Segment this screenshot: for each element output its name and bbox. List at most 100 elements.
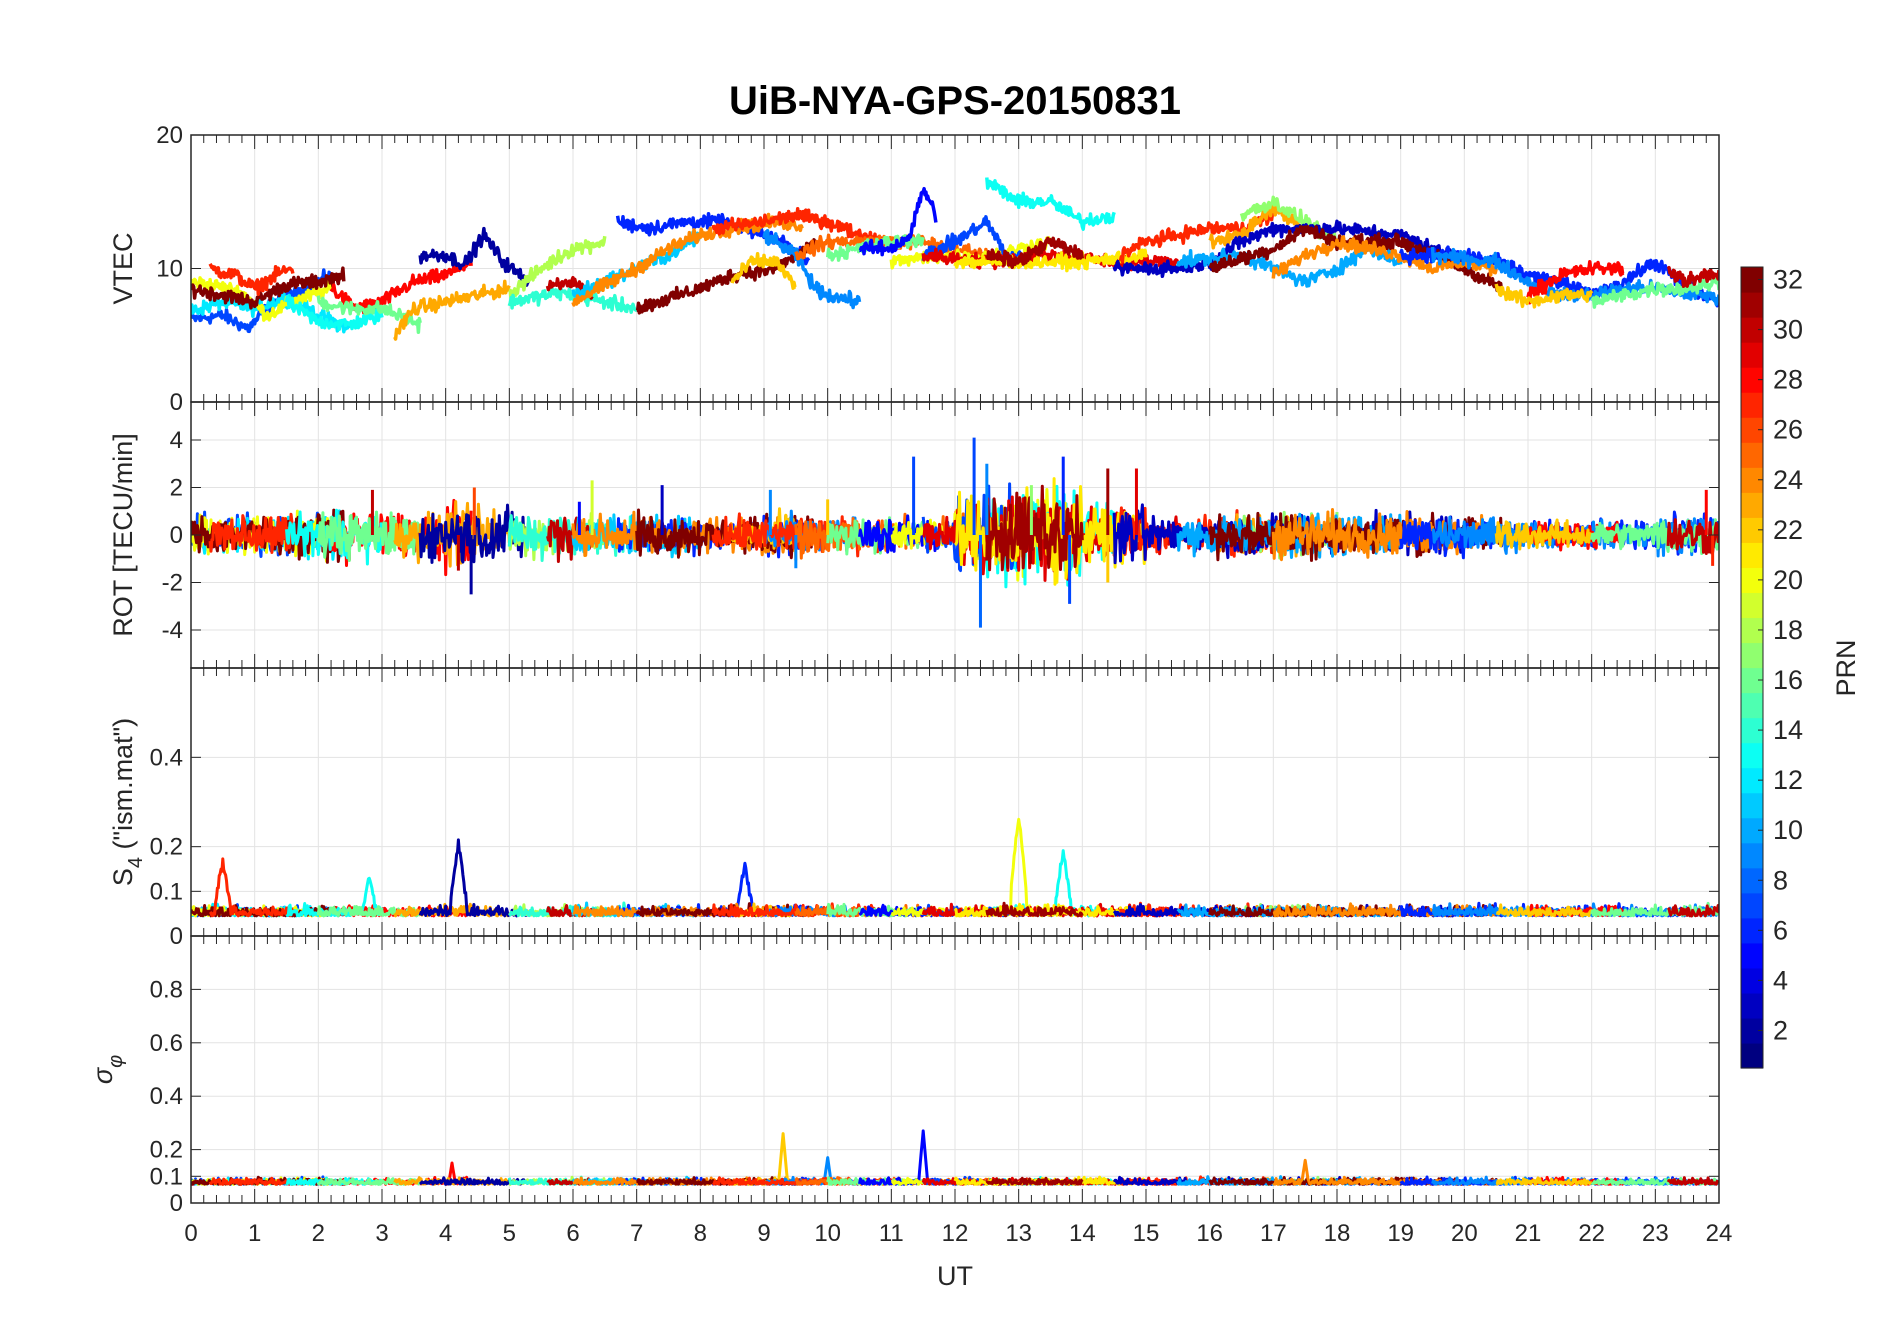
colorbar-tick-label: 22	[1773, 515, 1803, 545]
colorbar-tick-label: 12	[1773, 765, 1803, 795]
x-tick-label: 19	[1387, 1220, 1414, 1247]
y-label-subscript: 4	[125, 857, 147, 868]
x-axis-label: UT	[937, 1261, 973, 1291]
colorbar-segment	[1741, 767, 1763, 794]
x-tick-label: 20	[1451, 1220, 1478, 1247]
x-tick-label: 9	[757, 1220, 770, 1247]
y-tick-label: 0	[170, 923, 183, 950]
y-tick-label: 0.6	[150, 1030, 183, 1057]
series-group	[191, 817, 1719, 918]
x-tick-label: 4	[439, 1220, 452, 1247]
y-label-main: ROT [TECU/min]	[108, 433, 138, 637]
x-tick-label: 18	[1324, 1220, 1351, 1247]
colorbar-tick-label: 4	[1773, 965, 1788, 995]
series-line-prn-5	[858, 186, 938, 257]
x-tick-label: 22	[1578, 1220, 1605, 1247]
x-tick-label: 14	[1069, 1220, 1096, 1247]
series-line-prn-18	[508, 235, 607, 303]
colorbar-tick-label: 8	[1773, 865, 1788, 895]
x-tick-label: 8	[694, 1220, 707, 1247]
colorbar-tick-label: 26	[1773, 415, 1803, 445]
series-line-prn-12	[191, 291, 352, 334]
colorbar-tick-label: 32	[1773, 265, 1803, 295]
x-tick-label: 1	[248, 1220, 261, 1247]
colorbar-segment	[1741, 817, 1763, 844]
colorbar-segment	[1741, 692, 1763, 719]
series-line-prn-2	[418, 838, 530, 918]
colorbar-tick-label: 14	[1773, 715, 1803, 745]
panel-vtec: 0 10 20 VTEC	[108, 122, 1720, 416]
colorbar-segment	[1741, 517, 1763, 543]
x-tick-label: 6	[566, 1220, 579, 1247]
colorbar-frame	[1740, 266, 1764, 1069]
x-tick-label: 24	[1706, 1220, 1733, 1247]
colorbar-tick-label: 20	[1773, 565, 1803, 595]
series-line-prn-2	[418, 226, 530, 287]
series-line-prn-31	[985, 236, 1085, 270]
x-tick-label: 0	[184, 1220, 197, 1247]
colorbar-segment	[1741, 292, 1763, 318]
series-line-prn-27	[208, 1176, 295, 1186]
series-group	[191, 177, 1719, 341]
colorbar-segment	[1741, 917, 1763, 944]
colorbar-segment	[1741, 492, 1763, 518]
colorbar-segment	[1741, 742, 1763, 769]
series-line-prn-30	[1666, 518, 1719, 555]
panel-s4: 0 0.1 0.2 0.4 S4 ("ism.mat")	[108, 667, 1720, 950]
colorbar-tick-label: 24	[1773, 465, 1803, 495]
series-line-prn-27	[208, 263, 295, 297]
colorbar-tick-label: 16	[1773, 665, 1803, 695]
y-tick-label: -2	[162, 570, 183, 597]
y-tick-label: 0	[170, 1190, 183, 1217]
y-tick-label: 0.4	[150, 744, 183, 771]
colorbar-segment	[1741, 842, 1763, 869]
series-line-prn-23	[1208, 200, 1307, 250]
colorbar-segment	[1741, 667, 1763, 694]
x-tick-label: 23	[1642, 1220, 1669, 1247]
series-line-prn-21	[953, 248, 1148, 273]
series-line-prn-3	[1112, 219, 1466, 279]
y-tick-label: 0.8	[150, 976, 183, 1003]
series-line-prn-31	[985, 484, 1084, 572]
colorbar-tick-label: 18	[1773, 615, 1803, 645]
y-label-subscript: φ	[105, 1055, 127, 1068]
x-tick-label: 13	[1005, 1220, 1032, 1247]
series-group	[191, 1129, 1719, 1186]
series-line-prn-22	[1494, 518, 1594, 551]
series-line-prn-27	[208, 512, 295, 554]
colorbar-segment	[1741, 617, 1763, 644]
colorbar-segment	[1741, 367, 1763, 393]
series-line-prn-28	[1526, 259, 1625, 305]
y-tick-label: 0	[170, 522, 183, 549]
colorbar-segment	[1741, 542, 1763, 568]
y-tick-label: 0.2	[150, 834, 183, 861]
y-tick-label: 4	[170, 427, 183, 454]
series-line-prn-9	[762, 229, 862, 310]
colorbar-segment	[1741, 642, 1763, 669]
x-tick-label: 21	[1515, 1220, 1542, 1247]
y-axis-label-vtec: VTEC	[108, 232, 138, 304]
y-tick-label: 0.2	[150, 1137, 183, 1164]
x-tick-label: 15	[1133, 1220, 1160, 1247]
colorbar-segment	[1741, 1017, 1763, 1044]
series-line-prn-22	[1494, 283, 1594, 309]
series-line-prn-22	[1495, 1176, 1593, 1186]
colorbar-segment	[1741, 442, 1763, 468]
series-line-prn-32	[191, 266, 346, 310]
y-tick-label: 0.1	[150, 878, 183, 905]
y-tick-label: 0.4	[150, 1083, 183, 1110]
y-axis-label-rot: ROT [TECU/min]	[108, 433, 138, 637]
colorbar-segment	[1741, 417, 1763, 443]
series-line-prn-30	[1666, 1176, 1719, 1186]
series-line-prn-13	[985, 177, 1116, 231]
colorbar-segment	[1741, 992, 1763, 1019]
colorbar-tick-label: 6	[1773, 915, 1788, 945]
colorbar-tick-label: 28	[1773, 365, 1803, 395]
colorbar-tick-label: 2	[1773, 1015, 1788, 1045]
y-label-main: S	[108, 868, 138, 886]
x-tick-label: 2	[312, 1220, 325, 1247]
series-line-prn-32	[635, 238, 817, 315]
y-label-suffix: ("ism.mat")	[108, 718, 138, 857]
series-line-prn-22	[730, 252, 797, 290]
